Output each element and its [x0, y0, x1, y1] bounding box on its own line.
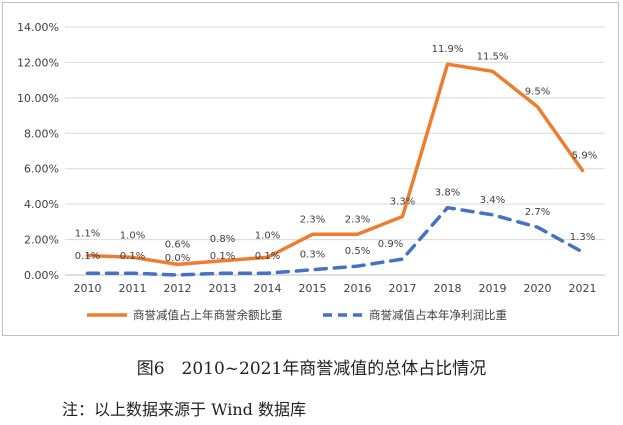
- axes: 0.00% 2.00% 4.00% 6.00% 8.00% 10.00% 12.00% 14.…: [17, 21, 596, 295]
- y-tick-label: 6.00%: [24, 163, 59, 176]
- x-tick-label: 2017: [389, 282, 417, 295]
- data-label-net-profit: 0.3%: [300, 250, 325, 261]
- x-tick-label: 2015: [299, 282, 327, 295]
- legend-label: 商誉减值占上年商誉余额比重: [133, 308, 283, 322]
- series-lines: [85, 62, 585, 277]
- y-tick-label: 0.00%: [24, 269, 59, 282]
- data-label-net-profit: 0.1%: [75, 251, 100, 262]
- data-label-net-profit: 3.4%: [480, 195, 505, 206]
- data-label-net-profit: 2.7%: [525, 207, 550, 218]
- x-tick-label: 2013: [209, 282, 237, 295]
- data-label-goodwill-balance: 1.1%: [75, 229, 100, 240]
- series-line-net-profit: [85, 205, 585, 277]
- y-tick-label: 12.00%: [17, 56, 59, 69]
- x-tick-label: 2016: [344, 282, 372, 295]
- x-tick-label: 2020: [524, 282, 552, 295]
- data-label-goodwill-balance: 0.8%: [210, 234, 235, 245]
- data-label-net-profit: 0.9%: [378, 239, 403, 250]
- line-chart: 0.00% 2.00% 4.00% 6.00% 8.00% 10.00% 12.00% 14.…: [17, 21, 605, 322]
- x-tick-label: 2012: [164, 282, 192, 295]
- series-line-goodwill-balance: [85, 62, 585, 267]
- x-tick-label: 2019: [479, 282, 507, 295]
- data-label-goodwill-balance: 1.0%: [255, 230, 280, 241]
- y-tick-label: 4.00%: [24, 198, 59, 211]
- data-label-goodwill-balance: 5.9%: [572, 150, 597, 161]
- y-tick-label: 10.00%: [17, 92, 59, 105]
- legend: 商誉减值占上年商誉余额比重 商誉减值占本年净利润比重: [87, 308, 507, 322]
- data-label-goodwill-balance: 9.5%: [525, 87, 550, 98]
- data-label-goodwill-balance: 0.6%: [165, 239, 190, 250]
- figure-caption: 图6 2010~2021年商誉减值的总体占比情况: [136, 359, 487, 379]
- data-label-goodwill-balance: 3.3%: [390, 197, 415, 208]
- data-labels: 1.1% 1.0% 0.6% 0.8% 1.0% 2.3% 2.3% 3.3% 11.9% 11.…: [75, 44, 597, 264]
- data-label-net-profit: 3.8%: [435, 188, 460, 199]
- data-label-goodwill-balance: 1.0%: [120, 230, 145, 241]
- data-label-net-profit: 0.1%: [210, 251, 235, 262]
- x-tick-label: 2010: [74, 282, 102, 295]
- x-tick-label: 2014: [254, 282, 282, 295]
- data-label-net-profit: 1.3%: [570, 232, 595, 243]
- data-label-net-profit: 0.5%: [345, 246, 370, 257]
- data-label-goodwill-balance: 2.3%: [345, 214, 370, 225]
- data-label-net-profit: 0.1%: [120, 251, 145, 262]
- x-tick-label: 2011: [119, 282, 147, 295]
- data-label-goodwill-balance: 11.9%: [432, 44, 464, 55]
- data-label-goodwill-balance: 11.5%: [477, 51, 509, 62]
- x-tick-label: 2018: [434, 282, 462, 295]
- chart-frame: 0.00% 2.00% 4.00% 6.00% 8.00% 10.00% 12.00% 14.…: [2, 2, 619, 336]
- data-label-net-profit: 0.1%: [255, 251, 280, 262]
- y-tick-label: 2.00%: [24, 234, 59, 247]
- y-tick-label: 8.00%: [24, 127, 59, 140]
- grid-lines: [65, 26, 605, 276]
- y-tick-label: 14.00%: [17, 21, 59, 34]
- data-label-goodwill-balance: 2.3%: [300, 214, 325, 225]
- data-label-net-profit: 0.0%: [165, 253, 190, 264]
- source-note: 注：以上数据来源于 Wind 数据库: [62, 400, 307, 419]
- x-tick-label: 2021: [569, 282, 597, 295]
- legend-label: 商誉减值占本年净利润比重: [369, 308, 507, 322]
